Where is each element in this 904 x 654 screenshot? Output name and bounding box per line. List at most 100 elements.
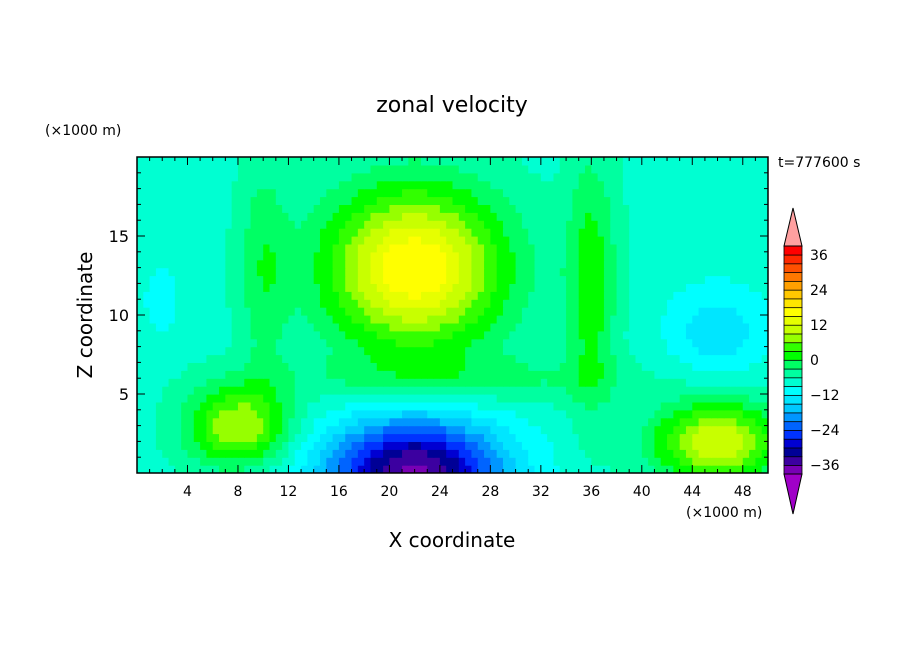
heatmap-cell xyxy=(332,409,340,419)
heatmap-cell xyxy=(332,394,340,403)
heatmap-cell xyxy=(250,188,258,198)
heatmap-cell xyxy=(389,236,397,245)
heatmap-cell xyxy=(294,378,302,387)
heatmap-cell xyxy=(250,196,258,205)
heatmap-cell xyxy=(219,433,226,442)
heatmap-cell xyxy=(389,465,397,473)
heatmap-cell xyxy=(420,417,428,427)
heatmap-cell xyxy=(446,315,454,324)
heatmap-cell xyxy=(212,449,220,458)
heatmap-cell xyxy=(345,204,353,213)
heatmap-cell xyxy=(162,228,170,237)
heatmap-cell xyxy=(206,251,214,261)
heatmap-cell xyxy=(559,378,567,387)
colorbar-swatch xyxy=(783,280,803,291)
heatmap-cell xyxy=(187,180,195,190)
heatmap-cell xyxy=(742,449,750,458)
heatmap-cell xyxy=(370,362,378,371)
heatmap-cell xyxy=(566,441,573,450)
heatmap-cell xyxy=(288,172,296,182)
heatmap-cell xyxy=(603,465,611,473)
heatmap-cell xyxy=(566,180,573,190)
heatmap-cell xyxy=(610,259,618,269)
heatmap-cell xyxy=(629,267,637,277)
heatmap-cell xyxy=(471,212,479,221)
heatmap-cell xyxy=(414,188,422,198)
heatmap-cell xyxy=(263,196,271,205)
heatmap-cell xyxy=(137,425,144,435)
heatmap-cell xyxy=(263,330,271,340)
heatmap-cell xyxy=(641,307,649,316)
heatmap-cell xyxy=(263,236,271,245)
heatmap-cell xyxy=(433,172,441,182)
heatmap-cell xyxy=(610,283,618,292)
heatmap-cell xyxy=(685,449,693,458)
heatmap-cell xyxy=(496,315,504,324)
heatmap-cell xyxy=(755,378,763,387)
heatmap-cell xyxy=(704,243,712,253)
heatmap-cell xyxy=(641,433,649,442)
heatmap-cell xyxy=(465,441,473,450)
heatmap-cell xyxy=(585,236,592,245)
heatmap-cell xyxy=(559,172,567,182)
heatmap-cell xyxy=(603,267,611,277)
heatmap-cell xyxy=(629,291,637,300)
heatmap-cell xyxy=(231,433,239,442)
heatmap-cell xyxy=(433,228,441,237)
heatmap-cell xyxy=(761,164,768,174)
heatmap-cell xyxy=(465,425,473,435)
heatmap-cell xyxy=(288,441,296,450)
heatmap-cell xyxy=(446,378,454,387)
heatmap-cell xyxy=(534,354,542,363)
heatmap-cell xyxy=(704,291,712,300)
heatmap-cell xyxy=(496,307,504,316)
heatmap-cell xyxy=(515,394,523,403)
heatmap-cell xyxy=(679,172,687,182)
heatmap-cell xyxy=(383,251,390,261)
heatmap-cell xyxy=(528,251,536,261)
heatmap-cell xyxy=(389,315,397,324)
heatmap-cell xyxy=(509,291,517,300)
heatmap-cell xyxy=(420,291,428,300)
heatmap-cell xyxy=(345,180,353,190)
heatmap-cell xyxy=(679,315,687,324)
heatmap-cell xyxy=(704,394,712,403)
heatmap-cell xyxy=(225,251,233,261)
heatmap-cell xyxy=(465,330,473,340)
heatmap-cell xyxy=(509,307,517,316)
heatmap-cell xyxy=(578,465,586,473)
heatmap-cell xyxy=(622,315,630,324)
heatmap-cell xyxy=(521,330,529,340)
heatmap-cell xyxy=(704,204,712,213)
heatmap-cell xyxy=(730,243,738,253)
heatmap-cell xyxy=(364,441,372,450)
heatmap-cell xyxy=(376,417,384,427)
heatmap-cell xyxy=(559,330,567,340)
heatmap-cell xyxy=(326,157,334,166)
heatmap-cell xyxy=(332,401,340,411)
heatmap-cell xyxy=(244,441,252,450)
heatmap-cell xyxy=(711,283,719,292)
heatmap-cell xyxy=(490,346,498,356)
heatmap-cell xyxy=(761,322,768,332)
heatmap-cell xyxy=(610,157,618,166)
heatmap-cell xyxy=(433,236,441,245)
heatmap-cell xyxy=(383,346,390,356)
colorbar-swatch xyxy=(783,263,803,274)
heatmap-cell xyxy=(162,370,170,379)
heatmap-cell xyxy=(648,196,656,205)
heatmap-cell xyxy=(717,307,725,316)
heatmap-cell xyxy=(326,275,334,284)
heatmap-cell xyxy=(540,267,548,277)
heatmap-cell xyxy=(149,212,157,221)
heatmap-cell xyxy=(294,322,302,332)
heatmap-cell xyxy=(439,433,447,442)
heatmap-cell xyxy=(181,425,189,435)
heatmap-cell xyxy=(357,362,365,371)
heatmap-cell xyxy=(439,275,447,284)
heatmap-cell xyxy=(629,228,637,237)
heatmap-cell xyxy=(137,228,144,237)
heatmap-cell xyxy=(736,172,744,182)
chart-title: zonal velocity xyxy=(376,93,528,118)
heatmap-cell xyxy=(408,267,416,277)
